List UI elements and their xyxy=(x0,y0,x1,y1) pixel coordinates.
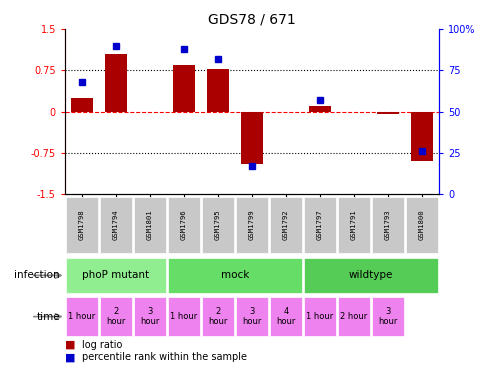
Text: 2
hour: 2 hour xyxy=(208,307,228,326)
FancyBboxPatch shape xyxy=(372,197,404,253)
Text: GSM1797: GSM1797 xyxy=(317,210,323,240)
Text: percentile rank within the sample: percentile rank within the sample xyxy=(82,352,248,362)
Text: 1 hour: 1 hour xyxy=(306,312,334,321)
Text: mock: mock xyxy=(221,270,249,280)
Text: phoP mutant: phoP mutant xyxy=(82,270,150,280)
Title: GDS78 / 671: GDS78 / 671 xyxy=(208,13,296,27)
Text: infection: infection xyxy=(14,270,60,280)
Text: GSM1801: GSM1801 xyxy=(147,210,153,240)
FancyBboxPatch shape xyxy=(236,297,268,336)
Bar xyxy=(207,69,229,112)
FancyBboxPatch shape xyxy=(269,297,302,336)
Bar xyxy=(411,112,433,161)
Text: GSM1793: GSM1793 xyxy=(385,210,391,240)
Text: GSM1800: GSM1800 xyxy=(419,210,425,240)
Bar xyxy=(173,65,195,112)
Text: GSM1792: GSM1792 xyxy=(283,210,289,240)
FancyBboxPatch shape xyxy=(338,197,370,253)
FancyBboxPatch shape xyxy=(338,297,370,336)
Text: 3
hour: 3 hour xyxy=(378,307,398,326)
FancyBboxPatch shape xyxy=(372,297,404,336)
FancyBboxPatch shape xyxy=(202,297,235,336)
FancyBboxPatch shape xyxy=(168,297,200,336)
Text: wildtype: wildtype xyxy=(349,270,393,280)
Text: 2 hour: 2 hour xyxy=(340,312,368,321)
FancyBboxPatch shape xyxy=(134,297,166,336)
Text: GSM1795: GSM1795 xyxy=(215,210,221,240)
FancyBboxPatch shape xyxy=(406,197,439,253)
Text: ■: ■ xyxy=(65,340,75,350)
Text: log ratio: log ratio xyxy=(82,340,123,350)
FancyBboxPatch shape xyxy=(236,197,268,253)
Text: 2
hour: 2 hour xyxy=(106,307,126,326)
Bar xyxy=(377,112,399,114)
Text: 3
hour: 3 hour xyxy=(140,307,160,326)
FancyBboxPatch shape xyxy=(269,197,302,253)
Bar xyxy=(71,98,93,112)
Bar xyxy=(241,112,263,164)
FancyBboxPatch shape xyxy=(134,197,166,253)
FancyBboxPatch shape xyxy=(65,297,98,336)
Text: ■: ■ xyxy=(65,352,75,362)
FancyBboxPatch shape xyxy=(65,258,166,293)
FancyBboxPatch shape xyxy=(304,258,439,293)
FancyBboxPatch shape xyxy=(304,297,336,336)
FancyBboxPatch shape xyxy=(168,258,302,293)
Text: GSM1794: GSM1794 xyxy=(113,210,119,240)
Text: GSM1798: GSM1798 xyxy=(79,210,85,240)
Text: GSM1791: GSM1791 xyxy=(351,210,357,240)
FancyBboxPatch shape xyxy=(65,197,98,253)
Text: 1 hour: 1 hour xyxy=(170,312,198,321)
Text: 3
hour: 3 hour xyxy=(243,307,261,326)
Text: GSM1796: GSM1796 xyxy=(181,210,187,240)
Text: time: time xyxy=(36,311,60,322)
Text: GSM1799: GSM1799 xyxy=(249,210,255,240)
FancyBboxPatch shape xyxy=(202,197,235,253)
Bar xyxy=(309,106,331,112)
Bar xyxy=(105,54,127,112)
FancyBboxPatch shape xyxy=(100,197,132,253)
FancyBboxPatch shape xyxy=(100,297,132,336)
FancyBboxPatch shape xyxy=(304,197,336,253)
Text: 1 hour: 1 hour xyxy=(68,312,95,321)
Text: 4
hour: 4 hour xyxy=(276,307,296,326)
FancyBboxPatch shape xyxy=(168,197,200,253)
